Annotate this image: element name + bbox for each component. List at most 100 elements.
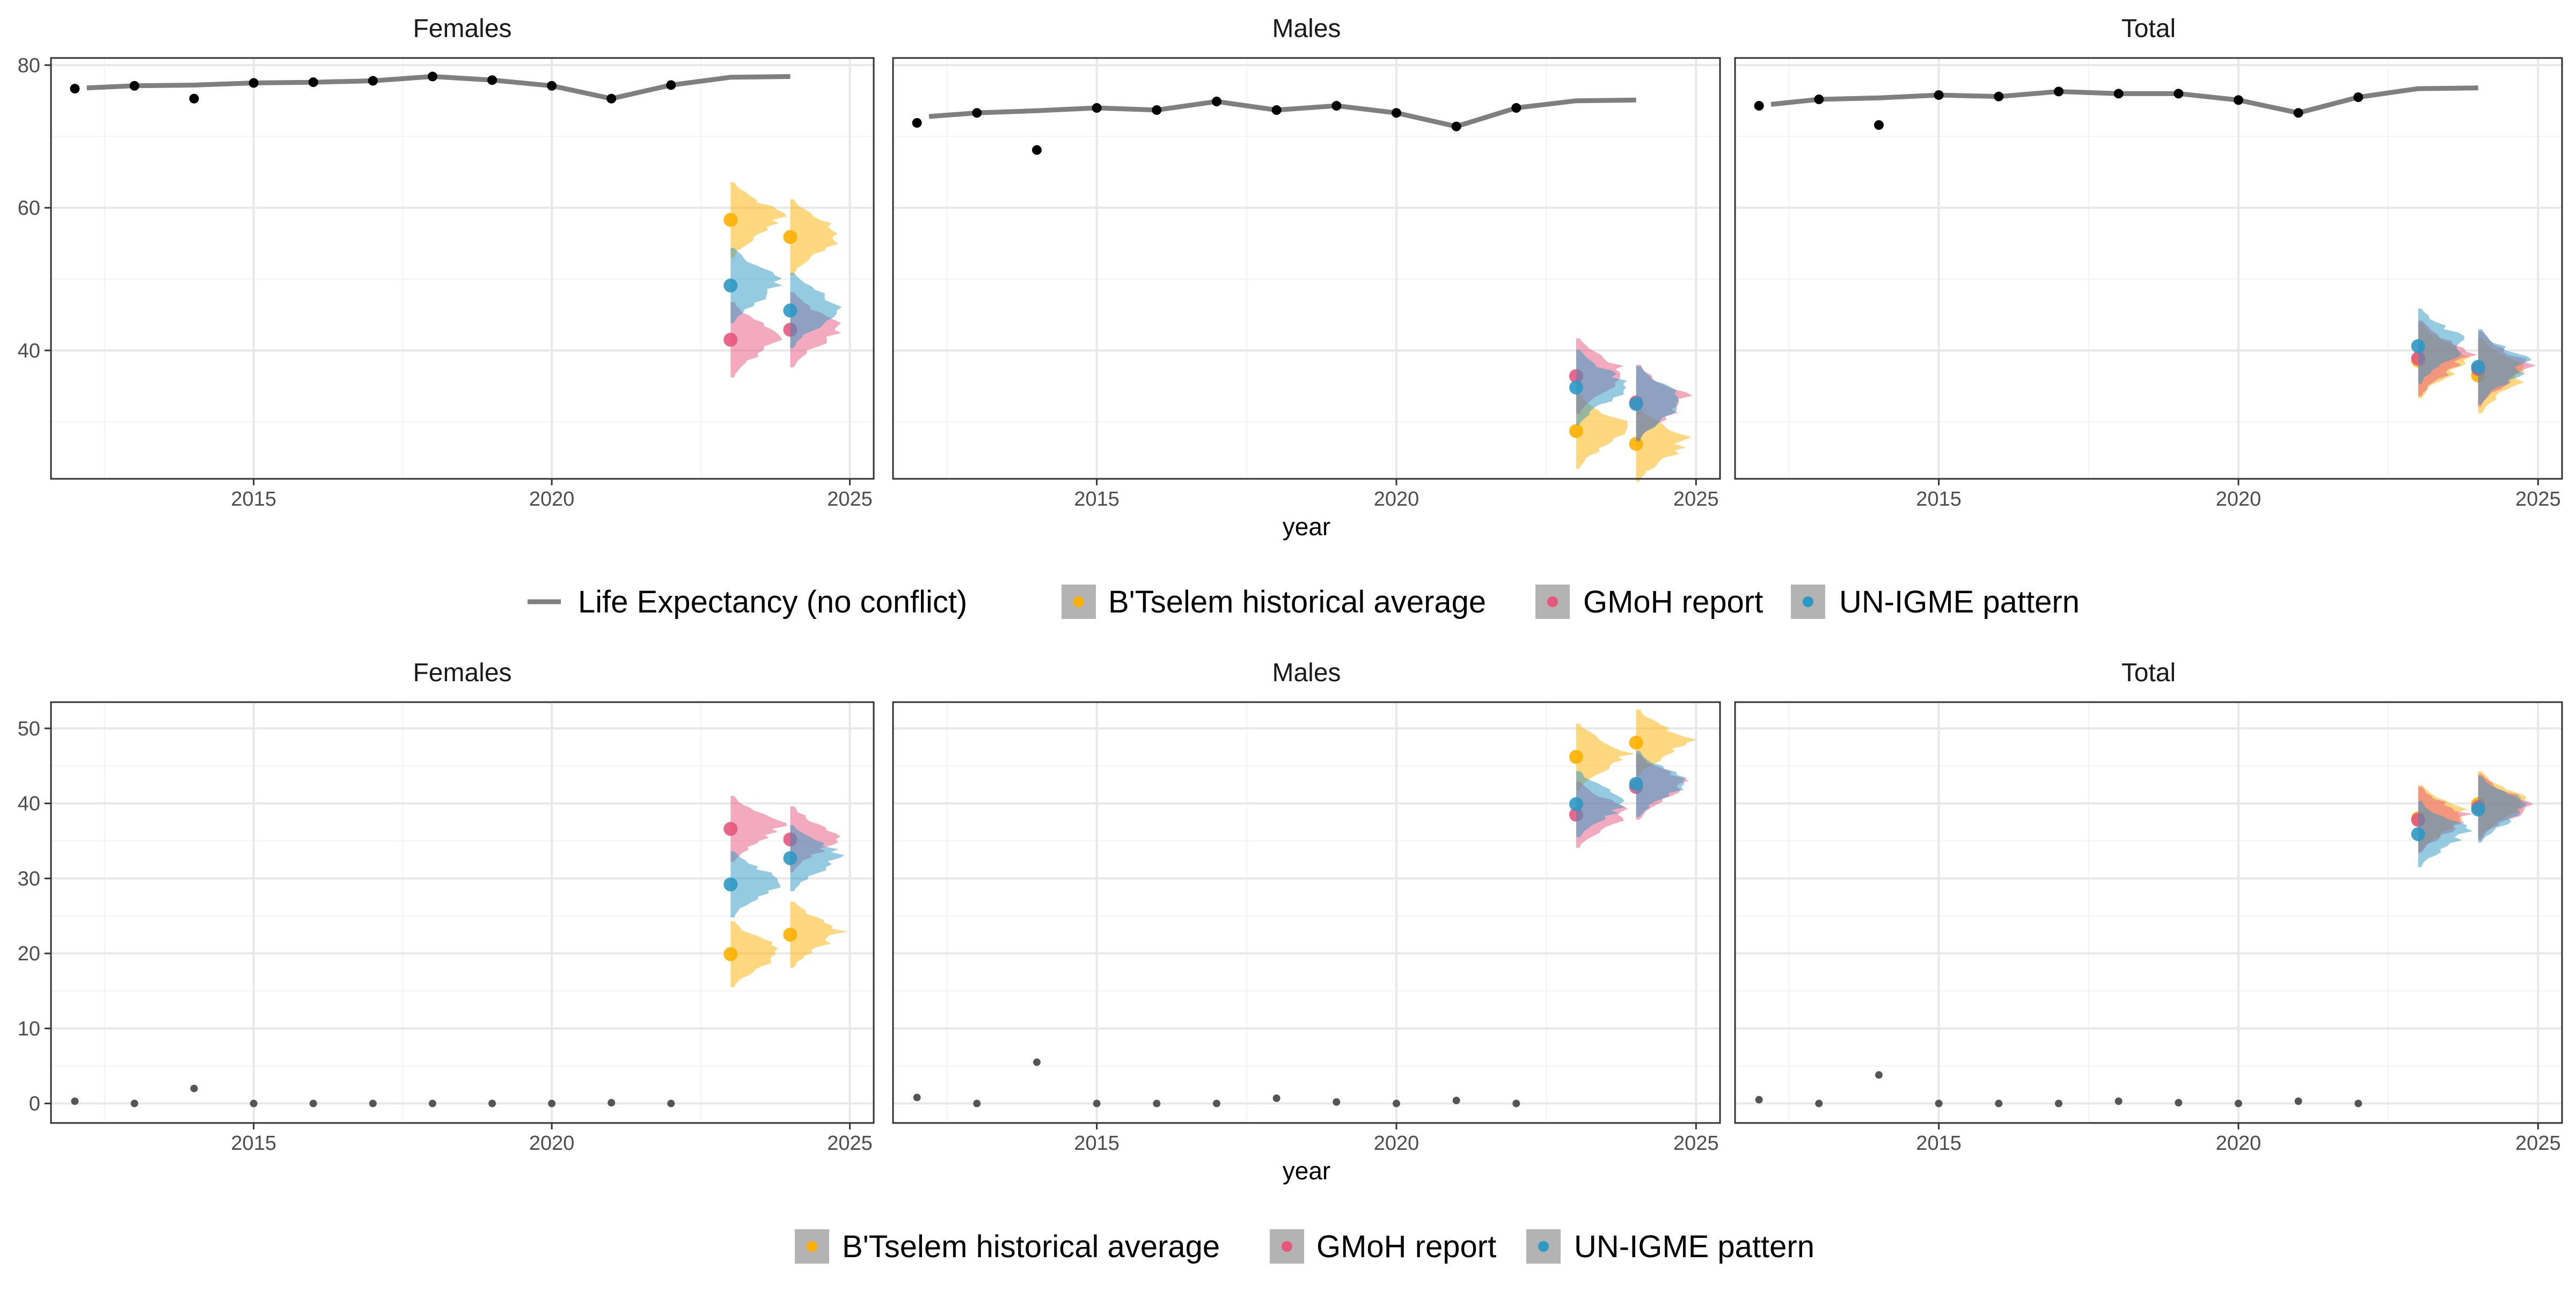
estimate-distribution [790, 199, 838, 275]
panel-males-2: Males 2015 2020 2025 [892, 659, 1721, 1155]
observed-point [913, 1093, 921, 1102]
x-tick-label: 2025 [1673, 1132, 1719, 1155]
estimate-point [723, 213, 738, 227]
observed-point [1814, 94, 1824, 105]
estimate-point [783, 928, 797, 942]
observed-point [1994, 91, 2004, 101]
legend-label: UN-IGME pattern [1839, 585, 2080, 619]
legend-label: UN-IGME pattern [1574, 1229, 1814, 1264]
observed-point [1033, 1058, 1041, 1066]
x-tick-label: 2020 [1374, 1132, 1419, 1155]
panel-title: Total [2121, 659, 2176, 687]
estimate-point [1569, 424, 1583, 438]
legend-label: Life Expectancy (no conflict) [578, 585, 967, 619]
observed-point [308, 77, 318, 87]
legend-label: B'Tselem historical average [1108, 585, 1486, 619]
legend-key-point [1803, 596, 1813, 607]
panel-females-1: Females 2015 2020 2025 40 60 80 [18, 14, 875, 510]
estimate-point [723, 877, 738, 892]
estimate-distribution [790, 825, 845, 892]
estimate-distribution [730, 796, 787, 862]
estimate-point [723, 947, 738, 961]
observed-point [1093, 1099, 1101, 1107]
estimate-point [783, 851, 797, 865]
estimate-point [2411, 827, 2425, 841]
observed-point [606, 93, 617, 104]
observed-point [973, 1099, 981, 1107]
estimate-distribution [790, 273, 842, 348]
x-tick-label: 2020 [529, 1132, 575, 1155]
estimate-distribution [1576, 724, 1635, 790]
observed-point [70, 84, 80, 94]
estimate-distribution [2418, 308, 2465, 384]
estimate-distribution [730, 182, 787, 258]
panel-females-2: Females 2015 2020 2025 0 10 20 30 40 50 [18, 659, 875, 1155]
estimate-point [1629, 735, 1643, 750]
observed-point [1333, 1098, 1341, 1106]
observed-point [608, 1099, 616, 1107]
x-tick-label: 2015 [231, 488, 276, 510]
panel-border [50, 701, 875, 1124]
y-tick-label: 80 [18, 54, 40, 77]
observed-point [912, 118, 922, 128]
chart-row-2: Females 2015 2020 2025 0 10 20 30 40 50 Males 2015 2… [18, 659, 2563, 1264]
estimate-point [1569, 750, 1583, 764]
observed-point [1451, 121, 1461, 132]
estimate-distribution [1636, 366, 1679, 442]
panel-males-1: Males 2015 2020 2025 [892, 14, 1721, 510]
observed-point [2354, 1099, 2362, 1107]
estimate-distribution [790, 901, 848, 968]
estimate-point [723, 278, 738, 293]
observed-point [547, 81, 557, 91]
legend-label: GMoH report [1583, 585, 1763, 619]
estimate-distribution [2418, 801, 2473, 867]
observed-point [1393, 1099, 1400, 1107]
panel-title: Females [413, 14, 511, 43]
observed-point [667, 1099, 675, 1107]
legend-key-point [1073, 596, 1084, 607]
estimate-point [723, 822, 738, 836]
x-tick-label: 2015 [1916, 1132, 1962, 1155]
observed-point [1754, 101, 1764, 111]
panel-title: Females [413, 659, 511, 687]
observed-point [248, 78, 259, 88]
observed-point [2235, 1099, 2242, 1107]
observed-point [1935, 1099, 1943, 1107]
estimate-point [2471, 802, 2485, 816]
estimate-point [723, 332, 738, 347]
panel-border [892, 701, 1721, 1124]
estimate-point [783, 303, 797, 318]
panel-title: Males [1272, 14, 1341, 43]
y-tick-label: 20 [18, 943, 40, 965]
estimate-distribution [730, 851, 781, 918]
panel-border [50, 57, 875, 480]
y-tick-label: 40 [18, 340, 40, 362]
panel-total-1: Total 2015 2020 2025 [1734, 14, 2563, 510]
observed-point [2175, 1099, 2183, 1107]
legend-label: B'Tselem historical average [842, 1229, 1220, 1264]
y-tick-label: 40 [18, 793, 40, 815]
x-tick-label: 2025 [1673, 488, 1719, 510]
legend-key-point [807, 1241, 817, 1252]
legend-key-point [1547, 596, 1558, 607]
observed-point [309, 1099, 317, 1107]
estimate-distribution [2478, 776, 2527, 843]
y-tick-label: 30 [18, 867, 40, 890]
estimate-point [2471, 360, 2485, 374]
estimate-distribution [730, 247, 782, 324]
legend-key-point [1538, 1241, 1549, 1252]
observed-point [368, 76, 378, 86]
x-tick-label: 2015 [1916, 488, 1962, 510]
observed-point [1815, 1099, 1823, 1107]
panel-border [1734, 701, 2563, 1124]
x-axis-title: year [1283, 1157, 1330, 1185]
observed-point [1213, 1099, 1220, 1107]
y-tick-label: 60 [18, 197, 40, 220]
observed-point [129, 81, 140, 91]
x-tick-label: 2020 [2216, 488, 2262, 510]
observed-point [427, 71, 437, 82]
observed-point [2113, 89, 2124, 99]
observed-point [1512, 1099, 1520, 1107]
observed-point [2114, 1097, 2123, 1105]
observed-point [1153, 1099, 1161, 1107]
